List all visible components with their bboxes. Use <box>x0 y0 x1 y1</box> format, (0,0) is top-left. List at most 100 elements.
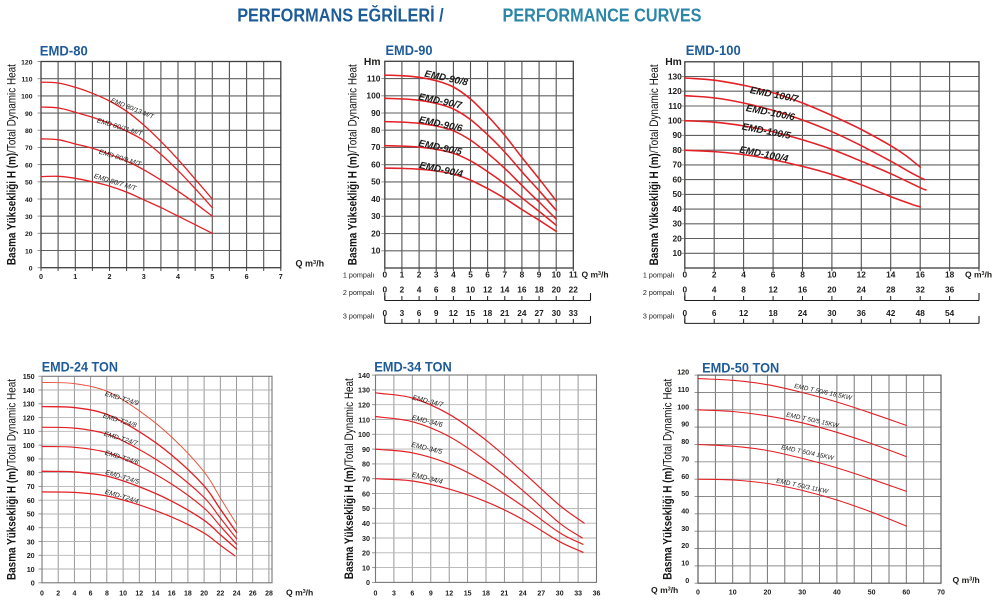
svg-text:4: 4 <box>712 285 717 295</box>
svg-text:120: 120 <box>358 401 370 410</box>
svg-text:0: 0 <box>685 576 689 585</box>
svg-text:EMD-34/7: EMD-34/7 <box>412 395 445 410</box>
svg-text:3: 3 <box>142 272 146 281</box>
svg-text:Hm: Hm <box>665 57 682 68</box>
svg-text:12: 12 <box>445 591 453 598</box>
svg-text:EMD-50 TON: EMD-50 TON <box>702 360 779 375</box>
svg-text:20: 20 <box>764 590 772 597</box>
svg-text:14: 14 <box>886 270 896 280</box>
svg-text:4: 4 <box>176 272 180 281</box>
svg-text:EMD-T24/4: EMD-T24/4 <box>104 489 139 506</box>
svg-text:3 pompalı: 3 pompalı <box>643 312 675 321</box>
svg-text:90: 90 <box>362 445 370 454</box>
svg-text:10: 10 <box>827 270 837 280</box>
svg-text:10: 10 <box>119 591 127 598</box>
svg-text:Basma Yüksekliği H (m)/Total D: Basma Yüksekliği H (m)/Total Dynamic Hea… <box>342 378 356 580</box>
svg-text:6: 6 <box>89 591 93 598</box>
svg-text:42: 42 <box>886 308 896 318</box>
svg-text:20: 20 <box>27 551 35 560</box>
svg-text:100: 100 <box>358 430 370 439</box>
svg-text:40: 40 <box>25 197 33 204</box>
svg-text:2: 2 <box>712 270 717 280</box>
svg-text:0: 0 <box>374 591 378 598</box>
svg-text:70: 70 <box>371 142 381 152</box>
svg-text:Q m3/h: Q m3/h <box>953 575 980 585</box>
svg-text:11: 11 <box>569 270 578 280</box>
svg-text:30: 30 <box>827 308 837 318</box>
svg-text:28: 28 <box>265 591 273 598</box>
svg-text:EMD-T24/6: EMD-T24/6 <box>104 450 139 467</box>
svg-text:90: 90 <box>681 420 689 429</box>
svg-text:EMD 80/9 M/T: EMD 80/9 M/T <box>98 149 143 169</box>
svg-text:Basma Yüksekliği H (m)/Total D: Basma Yüksekliği H (m)/Total Dynamic Hea… <box>346 64 360 266</box>
svg-text:0: 0 <box>40 591 44 598</box>
svg-text:20: 20 <box>681 541 689 550</box>
svg-text:24: 24 <box>857 285 867 295</box>
svg-text:Q m3/h: Q m3/h <box>651 585 678 595</box>
svg-text:36: 36 <box>857 308 867 318</box>
svg-text:80: 80 <box>371 125 381 135</box>
svg-text:50: 50 <box>362 504 370 513</box>
svg-text:150: 150 <box>23 372 35 381</box>
svg-text:12: 12 <box>768 285 778 295</box>
svg-text:30: 30 <box>556 591 564 598</box>
svg-text:60: 60 <box>371 160 381 170</box>
svg-text:10: 10 <box>25 248 33 255</box>
svg-text:40: 40 <box>362 519 370 528</box>
svg-text:27: 27 <box>534 308 544 318</box>
svg-text:2: 2 <box>400 285 405 295</box>
svg-text:18: 18 <box>482 591 490 598</box>
svg-text:PERFORMANCE CURVES: PERFORMANCE CURVES <box>503 4 702 25</box>
svg-text:8: 8 <box>105 591 109 598</box>
svg-text:EMD-T24/5: EMD-T24/5 <box>104 469 139 486</box>
svg-text:110: 110 <box>23 427 35 436</box>
svg-text:2: 2 <box>108 272 112 281</box>
svg-text:3: 3 <box>400 308 405 318</box>
svg-text:16: 16 <box>168 591 176 598</box>
svg-text:60: 60 <box>681 472 689 481</box>
svg-text:0: 0 <box>682 308 687 318</box>
svg-text:7: 7 <box>502 270 507 280</box>
svg-text:30: 30 <box>798 590 806 597</box>
svg-text:22: 22 <box>569 285 579 295</box>
svg-text:5: 5 <box>210 272 214 281</box>
svg-text:20: 20 <box>200 591 208 598</box>
svg-text:140: 140 <box>358 371 370 380</box>
svg-text:10: 10 <box>362 563 370 572</box>
svg-text:7: 7 <box>279 272 283 281</box>
svg-text:Basma Yüksekliği H (m)/Total D: Basma Yüksekliği H (m)/Total Dynamic Hea… <box>5 378 19 580</box>
svg-text:90: 90 <box>27 455 35 464</box>
svg-text:EMD-100/5: EMD-100/5 <box>741 122 792 142</box>
svg-text:18: 18 <box>768 308 778 318</box>
svg-text:16: 16 <box>798 285 808 295</box>
svg-text:33: 33 <box>569 308 579 318</box>
svg-text:EMD-100/4: EMD-100/4 <box>738 145 789 165</box>
svg-text:36: 36 <box>945 285 955 295</box>
svg-text:16: 16 <box>517 285 527 295</box>
svg-text:3 pompalı: 3 pompalı <box>343 312 375 321</box>
svg-text:80: 80 <box>672 145 682 155</box>
svg-text:24: 24 <box>233 591 241 598</box>
svg-text:EMD-90/4: EMD-90/4 <box>418 160 464 180</box>
svg-text:70: 70 <box>681 454 689 463</box>
svg-text:5: 5 <box>468 270 473 280</box>
svg-text:Q m3/h: Q m3/h <box>286 588 313 598</box>
svg-text:6: 6 <box>712 308 717 318</box>
svg-text:80: 80 <box>25 128 33 135</box>
svg-text:90: 90 <box>25 111 33 118</box>
svg-text:54: 54 <box>945 308 955 318</box>
svg-text:EMD-100: EMD-100 <box>686 43 741 58</box>
svg-text:6: 6 <box>245 272 249 281</box>
svg-text:6: 6 <box>485 270 490 280</box>
svg-text:50: 50 <box>672 189 682 199</box>
svg-text:10: 10 <box>681 559 689 568</box>
svg-text:10: 10 <box>729 590 737 597</box>
svg-text:140: 140 <box>23 386 35 395</box>
svg-text:40: 40 <box>27 524 35 533</box>
svg-text:10: 10 <box>27 565 35 574</box>
svg-text:80: 80 <box>362 460 370 469</box>
svg-text:Q m3/h: Q m3/h <box>582 270 609 280</box>
svg-text:20: 20 <box>672 233 682 243</box>
svg-text:EMD 80/11 M/T: EMD 80/11 M/T <box>96 118 144 139</box>
svg-text:30: 30 <box>25 214 33 221</box>
